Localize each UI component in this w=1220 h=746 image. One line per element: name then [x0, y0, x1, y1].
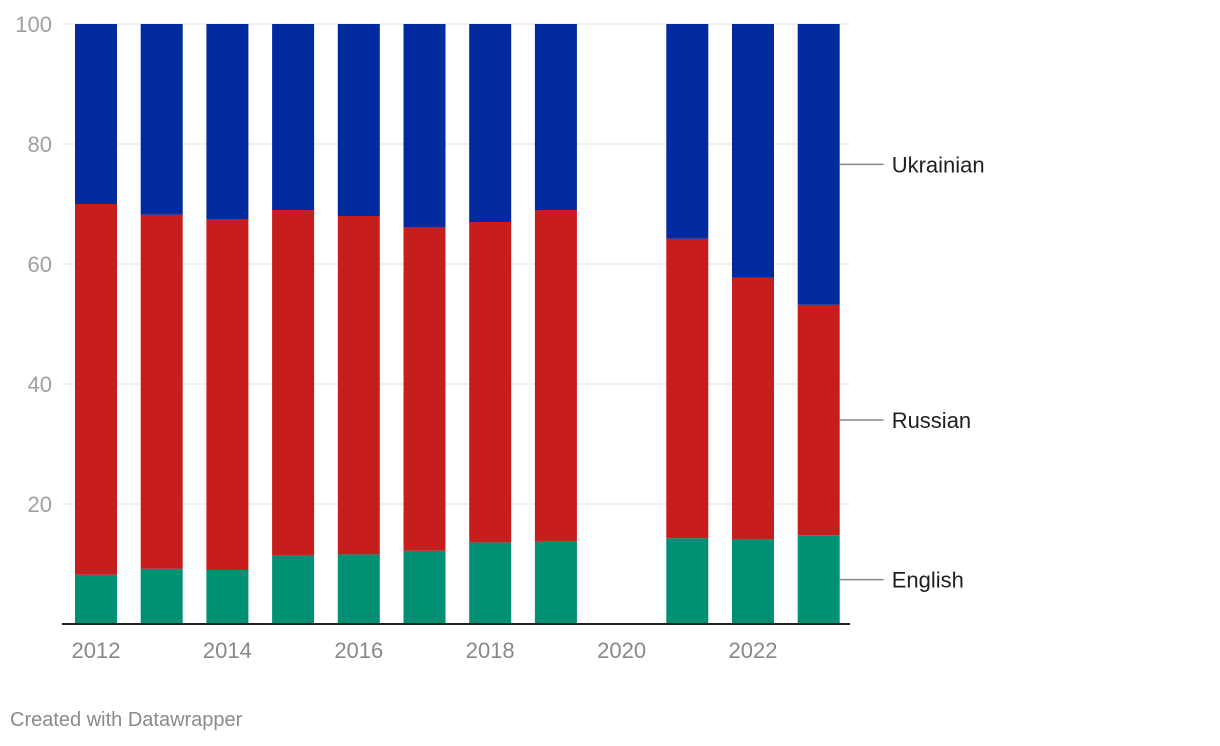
bar-russian-2022	[732, 277, 774, 540]
bar-russian-2013	[140, 214, 183, 569]
bar-ukrainian-2022	[732, 24, 774, 278]
bar-english-2022	[732, 539, 774, 624]
credit-text: Created with Datawrapper	[10, 709, 243, 731]
bar-ukrainian-2018	[469, 24, 512, 222]
y-tick-label: 40	[28, 372, 52, 397]
bar-english-2017	[403, 550, 446, 624]
x-tick-label: 2020	[597, 638, 646, 663]
bar-russian-2023	[797, 304, 840, 536]
bar-english-2023	[797, 535, 840, 624]
bar-ukrainian-2015	[272, 24, 315, 210]
x-tick-label: 2014	[203, 638, 252, 663]
bar-english-2014	[206, 570, 249, 624]
x-tick-label: 2016	[334, 638, 383, 663]
bar-russian-2012	[75, 204, 117, 575]
series-label-english: English	[892, 568, 964, 593]
x-tick-label: 2022	[729, 638, 778, 663]
bar-ukrainian-2016	[337, 24, 380, 216]
bar-english-2021	[666, 538, 709, 624]
y-tick-label: 80	[28, 132, 52, 157]
y-tick-label: 100	[15, 12, 52, 37]
bar-english-2018	[469, 542, 512, 624]
bar-russian-2016	[337, 216, 380, 555]
y-tick-label: 60	[28, 252, 52, 277]
bar-english-2012	[75, 574, 117, 624]
bar-english-2016	[337, 554, 380, 624]
x-tick-label: 2012	[72, 638, 121, 663]
bar-russian-2017	[403, 227, 446, 551]
bar-ukrainian-2017	[403, 24, 446, 228]
bar-english-2013	[140, 568, 183, 624]
x-tick-label: 2018	[466, 638, 515, 663]
bar-russian-2018	[469, 222, 512, 543]
bar-ukrainian-2012	[75, 24, 117, 204]
bar-ukrainian-2019	[534, 24, 577, 210]
bar-english-2019	[534, 541, 577, 624]
series-label-ukrainian: Ukrainian	[892, 152, 985, 177]
y-tick-label: 20	[28, 492, 52, 517]
bar-russian-2021	[666, 238, 709, 539]
bar-russian-2019	[534, 210, 577, 542]
bar-ukrainian-2014	[206, 24, 249, 219]
bar-russian-2015	[272, 210, 315, 556]
series-label-russian: Russian	[892, 408, 971, 433]
bar-ukrainian-2013	[140, 24, 183, 215]
bar-russian-2014	[206, 219, 249, 570]
bar-english-2015	[272, 555, 315, 624]
bar-ukrainian-2023	[797, 24, 840, 305]
bar-ukrainian-2021	[666, 24, 709, 239]
